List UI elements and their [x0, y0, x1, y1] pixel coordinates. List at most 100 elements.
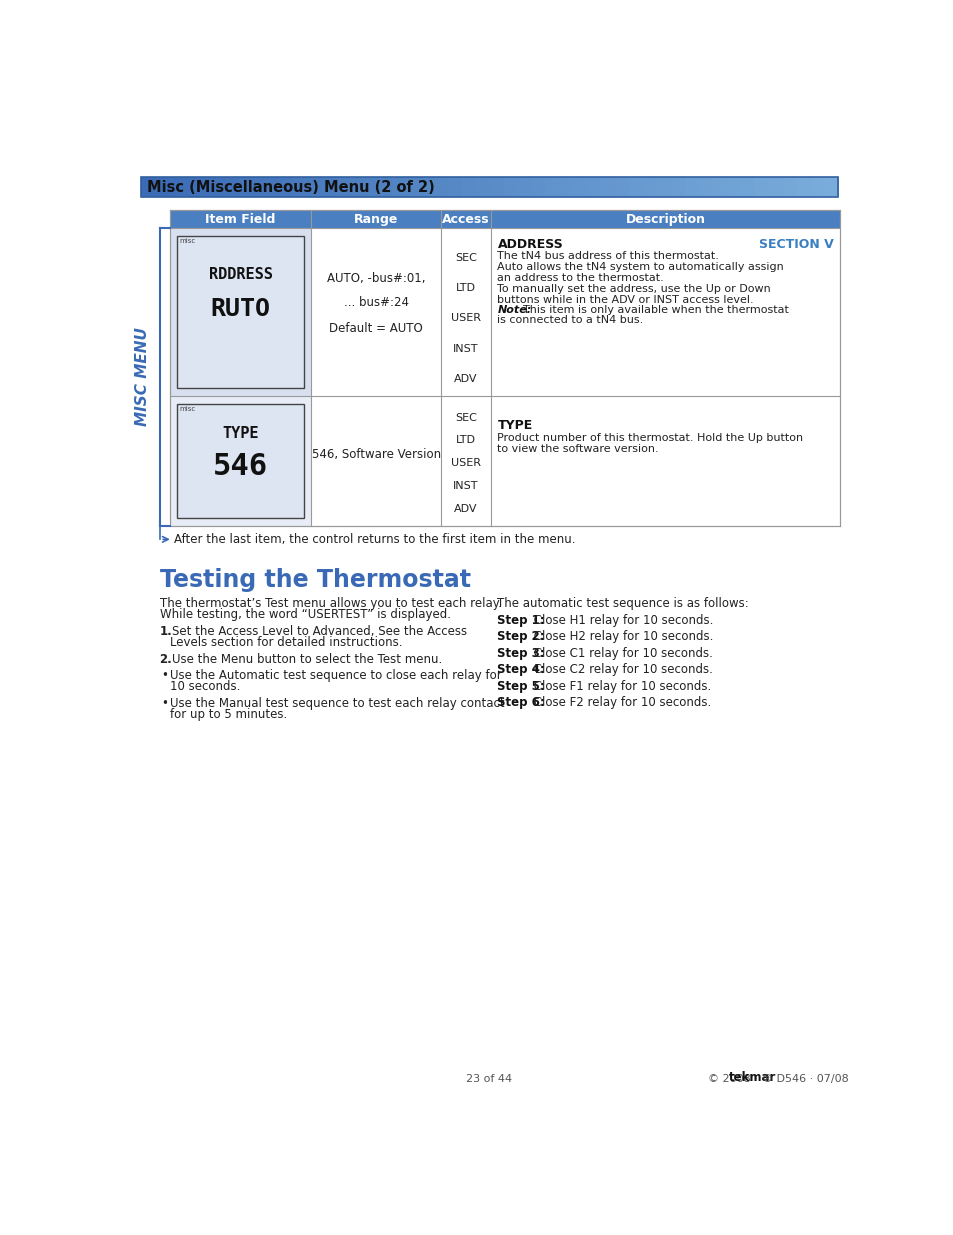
- Text: Item Field: Item Field: [205, 212, 275, 226]
- Text: buttons while in the ADV or INST access level.: buttons while in the ADV or INST access …: [497, 294, 753, 305]
- Bar: [377, 178, 393, 198]
- Bar: [823, 178, 839, 198]
- Bar: [280, 178, 294, 198]
- Text: Step 1:: Step 1:: [497, 614, 544, 626]
- Bar: [796, 178, 810, 198]
- Bar: [266, 178, 281, 198]
- Bar: [169, 178, 183, 198]
- Text: is connected to a tN4 bus.: is connected to a tN4 bus.: [497, 315, 643, 325]
- Bar: [141, 178, 838, 198]
- Bar: [740, 178, 755, 198]
- Bar: [712, 178, 727, 198]
- Bar: [503, 178, 517, 198]
- Bar: [781, 178, 797, 198]
- Bar: [419, 178, 435, 198]
- Bar: [364, 178, 378, 198]
- Text: Default = AUTO: Default = AUTO: [329, 322, 422, 336]
- Bar: [587, 178, 601, 198]
- Bar: [670, 178, 685, 198]
- Text: TYPE: TYPE: [497, 419, 532, 432]
- Text: Note:: Note:: [497, 305, 531, 315]
- Bar: [726, 178, 740, 198]
- Text: 546, Software Version: 546, Software Version: [312, 448, 440, 461]
- Text: ADV: ADV: [454, 504, 477, 514]
- Text: 546: 546: [213, 452, 268, 482]
- Text: While testing, the word “USERTEST” is displayed.: While testing, the word “USERTEST” is di…: [159, 609, 450, 621]
- Bar: [517, 178, 532, 198]
- Text: 2.: 2.: [159, 652, 172, 666]
- Bar: [253, 178, 267, 198]
- Bar: [308, 178, 323, 198]
- Text: Close F1 relay for 10 seconds.: Close F1 relay for 10 seconds.: [530, 680, 711, 693]
- Text: Close C2 relay for 10 seconds.: Close C2 relay for 10 seconds.: [530, 663, 712, 677]
- Bar: [141, 178, 155, 198]
- Text: Close C1 relay for 10 seconds.: Close C1 relay for 10 seconds.: [530, 647, 712, 659]
- Bar: [657, 178, 671, 198]
- Text: Use the Automatic test sequence to close each relay for: Use the Automatic test sequence to close…: [171, 669, 501, 682]
- Text: Range: Range: [354, 212, 398, 226]
- Text: LTD: LTD: [456, 283, 476, 293]
- Text: •: •: [161, 697, 168, 710]
- Bar: [177, 236, 303, 389]
- Bar: [447, 178, 462, 198]
- Text: To manually set the address, use the Up or Down: To manually set the address, use the Up …: [497, 284, 770, 294]
- Text: © 2008: © 2008: [707, 1073, 754, 1084]
- Bar: [294, 178, 309, 198]
- Text: 1.: 1.: [159, 625, 172, 637]
- Text: USER: USER: [451, 314, 480, 324]
- Bar: [211, 178, 225, 198]
- Bar: [600, 178, 616, 198]
- Text: misc: misc: [179, 238, 195, 245]
- Bar: [177, 404, 303, 517]
- Bar: [573, 178, 587, 198]
- Text: an address to the thermostat.: an address to the thermostat.: [497, 273, 663, 283]
- Bar: [615, 178, 629, 198]
- Text: Close H2 relay for 10 seconds.: Close H2 relay for 10 seconds.: [530, 630, 713, 643]
- Text: The automatic test sequence is as follows:: The automatic test sequence is as follow…: [497, 597, 748, 610]
- Text: Step 2:: Step 2:: [497, 630, 544, 643]
- Bar: [406, 178, 420, 198]
- Text: 10 seconds.: 10 seconds.: [171, 680, 240, 693]
- Bar: [684, 178, 699, 198]
- Bar: [629, 178, 643, 198]
- Text: Description: Description: [625, 212, 705, 226]
- Text: SEC: SEC: [455, 412, 476, 422]
- Bar: [461, 178, 476, 198]
- Text: ® D546 · 07/08: ® D546 · 07/08: [761, 1073, 848, 1084]
- Text: to view the software version.: to view the software version.: [497, 443, 659, 454]
- Bar: [170, 210, 840, 228]
- Text: Auto allows the tN4 system to automatically assign: Auto allows the tN4 system to automatica…: [497, 262, 783, 272]
- Text: SEC: SEC: [455, 252, 476, 263]
- Bar: [238, 178, 253, 198]
- Bar: [170, 210, 840, 526]
- Text: After the last item, the control returns to the first item in the menu.: After the last item, the control returns…: [174, 532, 576, 546]
- Bar: [489, 178, 504, 198]
- Bar: [768, 178, 782, 198]
- Text: USER: USER: [451, 458, 480, 468]
- Bar: [392, 178, 406, 198]
- Text: TYPE: TYPE: [222, 426, 258, 441]
- Bar: [335, 178, 351, 198]
- Bar: [170, 228, 311, 396]
- Text: AUTO, -bus#:01,: AUTO, -bus#:01,: [327, 272, 425, 285]
- Text: RUTO: RUTO: [211, 298, 271, 321]
- Text: Close F2 relay for 10 seconds.: Close F2 relay for 10 seconds.: [530, 697, 711, 709]
- Text: misc: misc: [179, 406, 195, 412]
- Text: This item is only available when the thermostat: This item is only available when the the…: [522, 305, 788, 315]
- Text: ADV: ADV: [454, 374, 477, 384]
- Bar: [350, 178, 365, 198]
- Text: INST: INST: [453, 343, 478, 353]
- Bar: [531, 178, 546, 198]
- Text: The tN4 bus address of this thermostat.: The tN4 bus address of this thermostat.: [497, 252, 719, 262]
- Text: ... bus#:24: ... bus#:24: [343, 295, 408, 309]
- Text: MISC MENU: MISC MENU: [135, 327, 150, 426]
- Text: LTD: LTD: [456, 436, 476, 446]
- Text: Testing the Thermostat: Testing the Thermostat: [159, 568, 470, 592]
- Bar: [558, 178, 574, 198]
- Text: Use the Menu button to select the Test menu.: Use the Menu button to select the Test m…: [172, 652, 442, 666]
- Text: Step 5:: Step 5:: [497, 680, 544, 693]
- Bar: [434, 178, 448, 198]
- Text: RDDRESS: RDDRESS: [209, 267, 273, 282]
- Text: Step 3:: Step 3:: [497, 647, 544, 659]
- Text: ADDRESS: ADDRESS: [497, 237, 562, 251]
